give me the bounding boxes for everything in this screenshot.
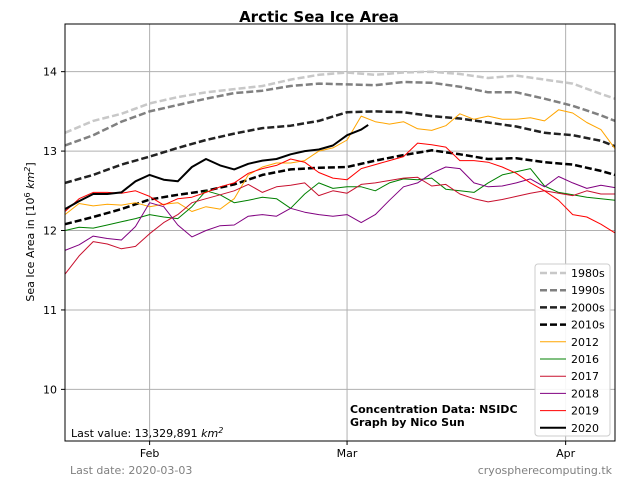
- series-line-2019: [64, 142, 616, 234]
- series-line-2020: [64, 124, 369, 210]
- series-line-2018: [64, 166, 616, 251]
- legend-label-2019: 2019: [571, 405, 599, 418]
- plot-frame: [64, 23, 616, 442]
- y-axis-label: Sea Ice Area in [106 km2]: [23, 162, 38, 301]
- site-credit: cryospherecomputing.tk: [477, 464, 612, 477]
- y-tick-label: 10: [43, 383, 57, 396]
- series-line-2016: [64, 168, 616, 231]
- series-lines: [64, 70, 616, 275]
- last-date-label: Last date: 2020-03-03: [70, 464, 193, 477]
- series-line-2000s: [64, 110, 616, 185]
- chart-title: Arctic Sea Ice Area: [239, 8, 399, 26]
- y-tick-label: 14: [43, 66, 57, 79]
- series-line-2017: [64, 176, 615, 275]
- x-tick-label: Mar: [337, 447, 358, 460]
- axis-ticks: 10 11 12 13 14 Feb Mar Apr: [43, 66, 576, 460]
- series-line-2012: [64, 109, 616, 215]
- series-line-1980s: [64, 70, 616, 134]
- last-value-annotation: Last value: 13,329,891 km2: [71, 426, 223, 441]
- y-tick-label: 11: [43, 304, 57, 317]
- legend-label-2020: 2020: [571, 422, 599, 435]
- legend: 1980s 1990s 2000s 2010s 2012 2016 2017 2018 2019…: [534, 263, 611, 437]
- x-tick-label: Apr: [556, 447, 576, 460]
- legend-label-2000s: 2000s: [571, 301, 605, 314]
- series-line-1990s: [64, 80, 616, 147]
- legend-label-1990s: 1990s: [571, 284, 605, 297]
- legend-label-2016: 2016: [571, 353, 599, 366]
- legend-label-1980s: 1980s: [571, 267, 605, 280]
- credit-data-source: Concentration Data: NSIDC: [350, 403, 518, 416]
- legend-label-2012: 2012: [571, 336, 599, 349]
- y-tick-label: 12: [43, 225, 57, 238]
- y-tick-label: 13: [43, 145, 57, 158]
- legend-label-2010s: 2010s: [571, 319, 605, 332]
- legend-label-2017: 2017: [571, 370, 599, 383]
- credit-author: Graph by Nico Sun: [350, 416, 465, 429]
- x-tick-label: Feb: [140, 447, 159, 460]
- legend-label-2018: 2018: [571, 387, 599, 400]
- grid: [65, 24, 615, 441]
